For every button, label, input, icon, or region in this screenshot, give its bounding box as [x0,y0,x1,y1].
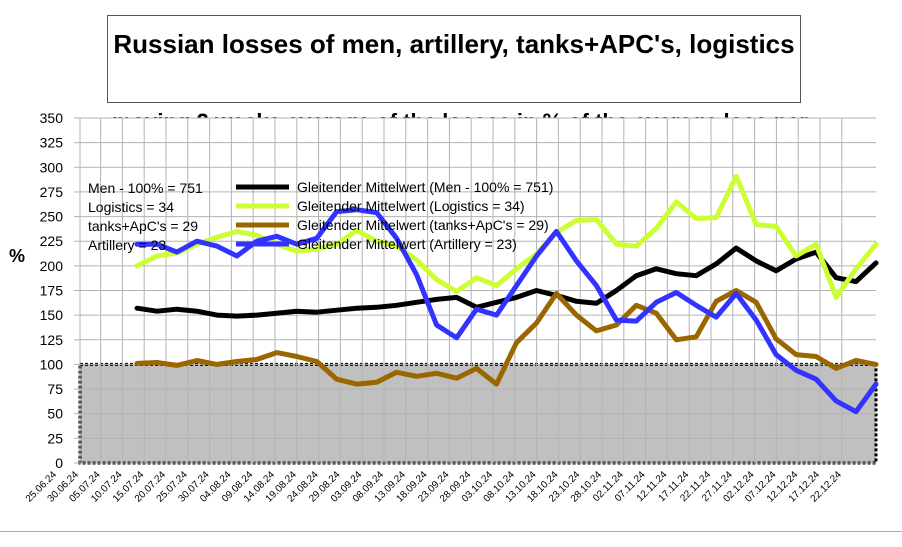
series-line-2 [134,288,879,387]
legend-name-tanks: tanks+ApC's = 29 [88,218,199,234]
y-tick-label: 150 [40,307,64,323]
y-tick-label: 300 [40,159,64,175]
y-tick-label: 100 [40,356,64,372]
y-tick-label: 175 [40,283,64,299]
y-tick-label: 325 [40,135,64,151]
legend-label: Gleitender Mittelwert (Artillery = 23) [297,236,517,252]
legend-name-men: Men - 100% = 751 [88,180,203,196]
series-line-3 [134,207,879,415]
y-tick-label: 350 [40,110,64,126]
legend-name-artillery: Artillery = 23 [88,237,167,253]
y-tick-label: 200 [40,258,64,274]
y-tick-label: 225 [40,233,64,249]
y-tick-label: 125 [40,332,64,348]
y-tick-label: 50 [47,406,63,422]
y-axis-label: % [9,246,26,266]
bottom-divider [0,531,902,532]
chart-title: Russian losses of men, artillery, tanks+… [113,29,795,59]
y-tick-label: 25 [47,430,63,446]
legend-label: Gleitender Mittelwert (Men - 100% = 751) [297,179,553,195]
y-tick-label: 275 [40,184,64,200]
series-line-1 [134,173,879,300]
y-tick-label: 0 [55,455,63,471]
legend-label: Gleitender Mittelwert (tanks+ApC's = 29) [297,217,549,233]
chart-title-box: Russian losses of men, artillery, tanks+… [107,15,801,103]
legend-name-logistics: Logistics = 34 [88,199,174,215]
legend-label: Gleitender Mittelwert (Logistics = 34) [297,198,525,214]
y-tick-label: 250 [40,209,64,225]
y-tick-label: 75 [47,381,63,397]
legend-names: Men - 100% = 751 Logistics = 34 tanks+Ap… [88,179,203,255]
